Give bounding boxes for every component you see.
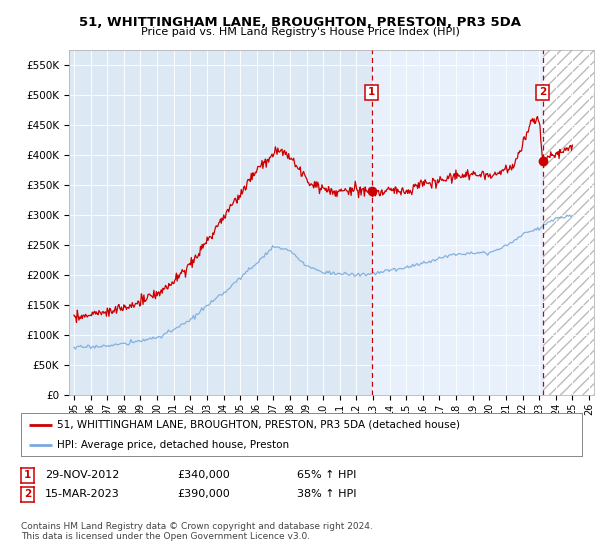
Text: 1: 1 xyxy=(368,87,375,97)
Text: 29-NOV-2012: 29-NOV-2012 xyxy=(45,470,119,480)
Bar xyxy=(544,50,600,395)
Text: Contains HM Land Registry data © Crown copyright and database right 2024.
This d: Contains HM Land Registry data © Crown c… xyxy=(21,522,373,542)
Text: 1: 1 xyxy=(24,470,31,480)
Text: HPI: Average price, detached house, Preston: HPI: Average price, detached house, Pres… xyxy=(58,440,290,450)
Text: 2: 2 xyxy=(539,87,546,97)
Text: 38% ↑ HPI: 38% ↑ HPI xyxy=(297,489,356,500)
Text: £390,000: £390,000 xyxy=(177,489,230,500)
Bar xyxy=(544,50,600,395)
Text: £340,000: £340,000 xyxy=(177,470,230,480)
Text: 65% ↑ HPI: 65% ↑ HPI xyxy=(297,470,356,480)
Text: 15-MAR-2023: 15-MAR-2023 xyxy=(45,489,120,500)
Text: Price paid vs. HM Land Registry's House Price Index (HPI): Price paid vs. HM Land Registry's House … xyxy=(140,27,460,37)
Text: 51, WHITTINGHAM LANE, BROUGHTON, PRESTON, PR3 5DA: 51, WHITTINGHAM LANE, BROUGHTON, PRESTON… xyxy=(79,16,521,29)
Bar xyxy=(371,50,544,395)
Text: 2: 2 xyxy=(24,489,31,500)
Text: 51, WHITTINGHAM LANE, BROUGHTON, PRESTON, PR3 5DA (detached house): 51, WHITTINGHAM LANE, BROUGHTON, PRESTON… xyxy=(58,419,460,430)
